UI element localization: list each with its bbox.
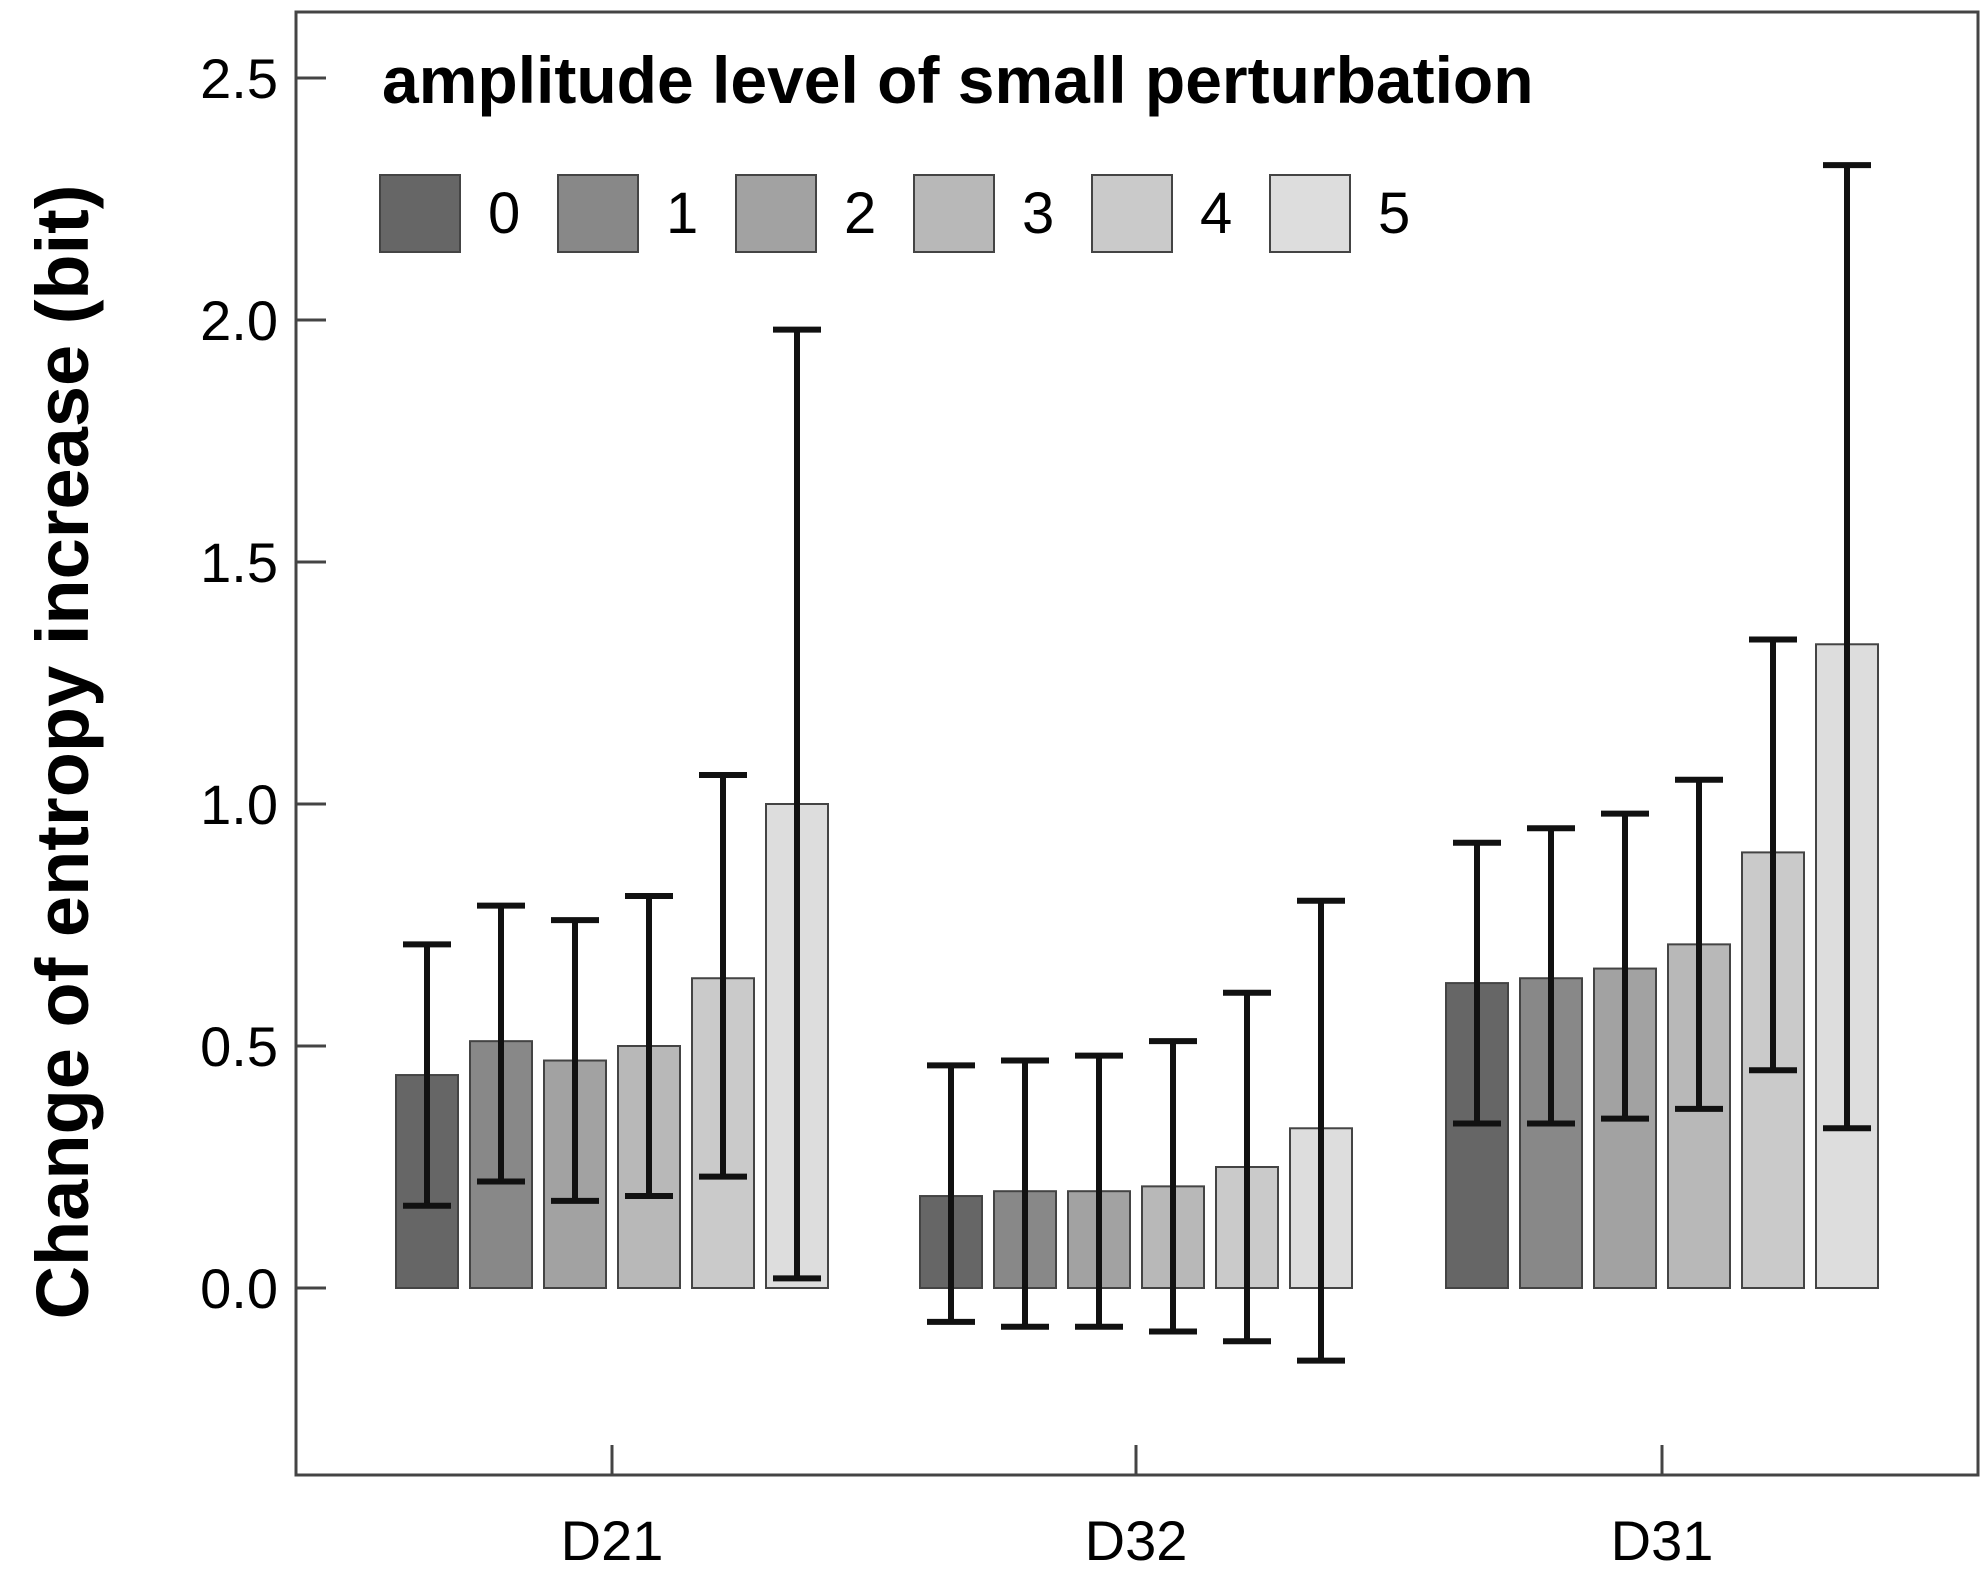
legend-swatch xyxy=(735,174,817,253)
x-tick-label: D31 xyxy=(1611,1509,1714,1570)
legend-label: 0 xyxy=(488,181,520,246)
x-tick-label: D21 xyxy=(561,1509,664,1570)
y-tick-label: 2.0 xyxy=(200,289,278,352)
legend-swatch xyxy=(913,174,995,253)
legend-label: 5 xyxy=(1378,181,1410,246)
x-tick-label: D32 xyxy=(1085,1509,1188,1570)
legend-swatch xyxy=(1091,174,1173,253)
legend-items: 0 1 2 3 4 5 xyxy=(379,174,1410,253)
legend-label: 3 xyxy=(1022,181,1054,246)
y-tick-label: 0.5 xyxy=(200,1015,278,1078)
y-tick-label: 0.0 xyxy=(200,1257,278,1320)
legend-label: 4 xyxy=(1200,181,1232,246)
y-tick-label: 1.5 xyxy=(200,531,278,594)
legend-swatch xyxy=(379,174,461,253)
axes: 0.0 0.5 1.0 1.5 2.0 2.5 D21 D32 D31 xyxy=(200,10,1980,1570)
legend-swatch xyxy=(1269,174,1351,253)
y-axis-title: Change of entropy increase (bit) xyxy=(21,185,104,1320)
legend-title: amplitude level of small perturbation xyxy=(382,43,1534,117)
legend: amplitude level of small perturbation 0 1… xyxy=(379,43,1534,253)
y-tick-label: 2.5 xyxy=(200,47,278,110)
y-tick-label: 1.0 xyxy=(200,773,278,836)
legend-label: 2 xyxy=(844,181,876,246)
errorbars-group xyxy=(403,162,1871,1364)
legend-label: 1 xyxy=(666,181,698,246)
legend-swatch xyxy=(557,174,639,253)
bars-group xyxy=(395,643,1879,1290)
